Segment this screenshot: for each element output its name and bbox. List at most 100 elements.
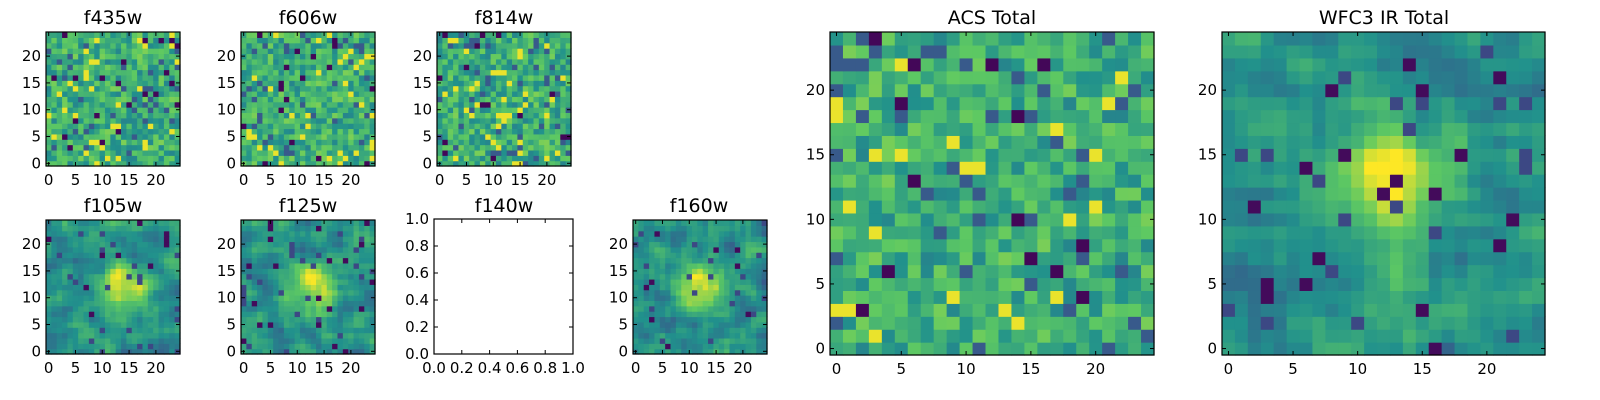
heatmap-cell [246, 337, 253, 344]
heatmap-cell [316, 48, 322, 55]
heatmap-cell [740, 246, 747, 253]
heatmap-cell [294, 101, 301, 108]
heatmap-cell [881, 70, 896, 85]
heatmap-cell [1402, 225, 1417, 240]
heatmap-cell [72, 133, 79, 140]
heatmap-cell [750, 305, 757, 312]
heatmap-cell [638, 273, 645, 280]
heatmap-cell [1415, 238, 1430, 253]
heatmap-cell [1076, 32, 1090, 46]
heatmap-cell [750, 284, 757, 291]
heatmap-cell [549, 58, 556, 65]
heatmap-cell [697, 252, 704, 259]
heatmap-cell [1299, 264, 1314, 279]
heatmap-cell [99, 257, 106, 264]
heatmap-cell [1325, 187, 1339, 201]
heatmap-cell [1260, 238, 1275, 253]
heatmap-cell [332, 343, 339, 350]
heatmap-cell [469, 64, 476, 71]
heatmap-cell [262, 284, 269, 291]
heatmap-cell [273, 289, 280, 296]
heatmap-cell [369, 74, 376, 81]
heatmap-cell [88, 236, 95, 243]
heatmap-cell [1247, 342, 1262, 356]
heatmap-cell [1364, 264, 1378, 279]
heatmap-cell [1128, 342, 1142, 356]
heatmap-cell [283, 149, 290, 156]
heatmap-cell [358, 90, 365, 97]
heatmap-cell [442, 69, 449, 76]
heatmap-cell [46, 337, 52, 344]
heatmap-cell [283, 101, 290, 108]
heatmap-cell [142, 80, 149, 87]
heatmap-cell [72, 128, 79, 135]
heatmap-cell [241, 230, 247, 237]
heatmap-cell [1222, 199, 1236, 214]
heatmap-cell [697, 236, 704, 243]
heatmap-cell [104, 107, 111, 113]
heatmap-cell [522, 69, 529, 76]
heatmap-cell [1532, 238, 1546, 253]
heatmap-cell [126, 311, 133, 318]
heatmap-cell [110, 37, 117, 44]
heatmap-cell [332, 252, 339, 259]
heatmap-cell [99, 300, 106, 307]
heatmap-cell [104, 53, 111, 60]
heatmap-cell [697, 332, 704, 339]
heatmap-cell [633, 278, 639, 285]
heatmap-cell [147, 284, 154, 291]
heatmap-cell [1351, 277, 1365, 291]
heatmap-cell [855, 44, 870, 59]
heatmap-cell [337, 289, 344, 296]
heatmap-cell [72, 53, 79, 60]
heatmap-cell [267, 300, 274, 307]
heatmap-cell [1141, 303, 1155, 317]
heatmap-cell [342, 85, 349, 92]
heatmap-cell [51, 107, 58, 113]
heatmap-cell [1286, 212, 1301, 227]
heatmap-cell [756, 220, 763, 226]
heatmap-cell [538, 117, 545, 124]
heatmap-cell [643, 257, 650, 264]
heatmap-cell [321, 262, 328, 269]
heatmap-cell [830, 44, 844, 59]
heatmap-cell [554, 123, 561, 130]
heatmap-cell [321, 64, 328, 71]
heatmap-cell [560, 101, 567, 108]
heatmap-cell [251, 58, 258, 65]
heatmap-cell [649, 257, 656, 264]
heatmap-cell [316, 32, 322, 38]
heatmap-cell [522, 85, 529, 92]
heatmap-cell [528, 32, 535, 38]
heatmap-cell [681, 305, 688, 312]
heatmap-cell [985, 161, 1000, 175]
heatmap-cell [289, 289, 296, 296]
heatmap-cell [326, 85, 333, 92]
heatmap-cell [512, 112, 518, 119]
heatmap-cell [267, 85, 274, 92]
heatmap-cell [469, 90, 476, 97]
heatmap-cell [702, 348, 709, 355]
y-tick-label: 0 [226, 342, 236, 360]
heatmap-cell [158, 241, 165, 248]
heatmap-cell [364, 42, 371, 49]
x-tick-label: 5 [897, 360, 907, 378]
heatmap-cell [469, 160, 476, 167]
heatmap-cell [163, 300, 170, 307]
heatmap-cell [358, 112, 365, 119]
heatmap-cell [56, 128, 63, 135]
heatmap-cell [485, 74, 492, 81]
heatmap-cell [495, 155, 502, 162]
heatmap-cell [1532, 264, 1546, 279]
heatmap-cell [1273, 342, 1288, 356]
heatmap-cell [1480, 251, 1494, 266]
heatmap-cell [729, 343, 736, 350]
heatmap-cell [267, 252, 274, 259]
heatmap-cell [131, 268, 138, 275]
heatmap-cell [332, 332, 339, 339]
heatmap-cell [549, 32, 556, 38]
heatmap-cell [348, 321, 355, 328]
heatmap-cell [643, 273, 650, 280]
heatmap-cell [342, 321, 349, 328]
heatmap-cell [469, 112, 476, 119]
